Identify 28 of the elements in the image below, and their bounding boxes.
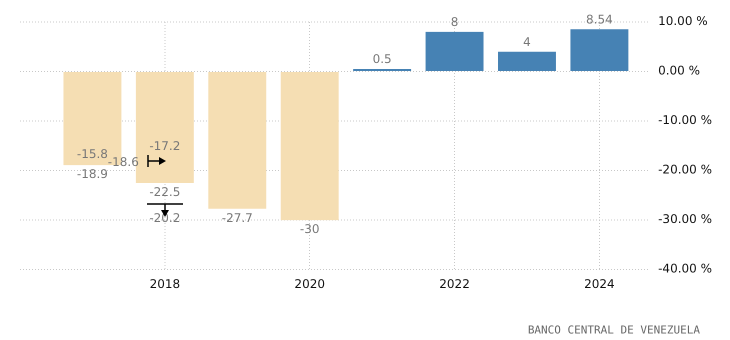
bar	[208, 72, 266, 209]
data-label: 8	[450, 15, 458, 30]
annotation: -20.2	[149, 211, 180, 226]
data-label: 8.54	[586, 12, 613, 26]
y-tick-label: 10.00 %	[658, 14, 708, 28]
bar	[498, 52, 556, 72]
y-tick-label: -40.00 %	[658, 262, 712, 276]
data-label: 4	[523, 34, 531, 49]
data-label: -18.9	[76, 167, 108, 182]
y-tick-label: -30.00 %	[658, 212, 712, 226]
x-tick-label: 2018	[150, 276, 180, 291]
annotation: -17.2	[149, 139, 180, 154]
x-tick-label: 2024	[584, 276, 615, 291]
data-label: 0.5	[372, 52, 392, 66]
y-tick-label: -20.00 %	[658, 162, 712, 177]
data-label: -27.7	[222, 210, 253, 225]
bar	[570, 29, 628, 72]
x-tick-label: 2020	[294, 276, 325, 291]
data-label: -30	[300, 222, 320, 236]
x-tick-label: 2022	[439, 276, 470, 291]
bar	[280, 72, 339, 220]
annotation: -15.8	[76, 147, 108, 162]
annotation: -18.6	[108, 155, 139, 170]
text: BANCO CENTRAL DE VENEZUELA	[528, 323, 700, 336]
data-label: -22.5	[149, 185, 180, 200]
y-tick-label: 0.00 %	[658, 64, 700, 78]
bar	[426, 32, 484, 72]
y-tick-label: -10.00 %	[658, 113, 712, 128]
